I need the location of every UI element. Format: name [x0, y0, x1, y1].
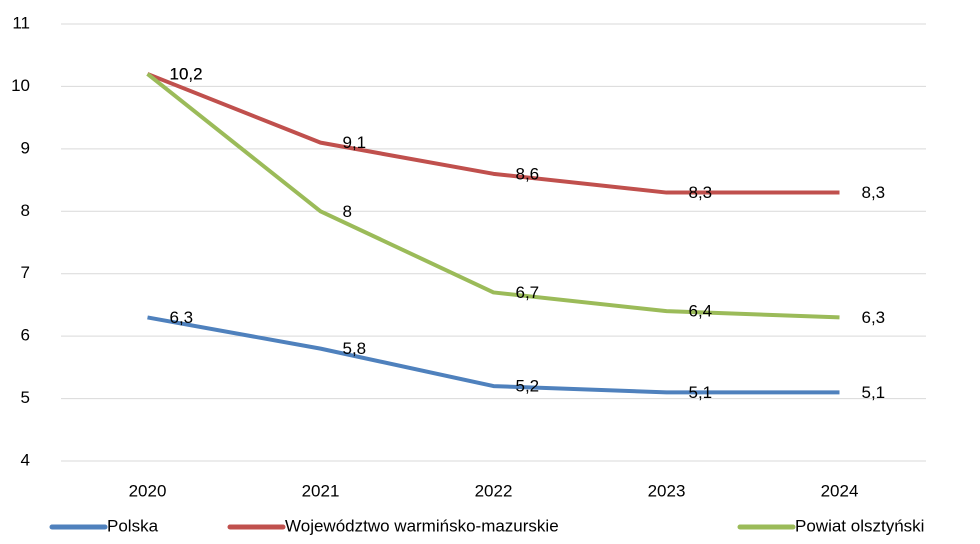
- data-label: 5,1: [689, 383, 713, 402]
- data-label: 10,2: [170, 64, 203, 83]
- legend-label: Powiat olsztyński: [795, 516, 924, 535]
- y-tick-label: 6: [21, 326, 30, 345]
- data-label: 8,6: [516, 164, 540, 183]
- y-tick-label: 5: [21, 388, 30, 407]
- legend-label: Polska: [107, 516, 159, 535]
- x-tick-label: 2022: [475, 481, 513, 500]
- data-label: 10,2: [170, 64, 203, 83]
- data-label: 8: [343, 202, 352, 221]
- x-tick-label: 2020: [129, 481, 167, 500]
- x-tick-label: 2021: [302, 481, 340, 500]
- y-tick-label: 7: [21, 263, 30, 282]
- data-label: 9,1: [343, 133, 367, 152]
- data-label: 8,3: [689, 183, 713, 202]
- series-line: [147, 315, 840, 395]
- x-tick-label: 2024: [821, 481, 859, 500]
- data-label: 6,3: [862, 308, 886, 327]
- legend-label: Województwo warmińsko-mazurskie: [285, 516, 559, 535]
- x-tick-label: 2023: [648, 481, 686, 500]
- y-tick-label: 9: [21, 138, 30, 157]
- data-label: 6,3: [170, 308, 194, 327]
- data-label: 5,8: [343, 339, 367, 358]
- data-label: 8,3: [862, 183, 886, 202]
- series-line: [146, 72, 840, 320]
- data-label: 6,4: [689, 302, 713, 321]
- series-line: [146, 72, 840, 195]
- y-tick-label: 11: [12, 13, 30, 32]
- data-label: 5,1: [862, 383, 886, 402]
- y-tick-label: 10: [11, 76, 30, 95]
- y-tick-label: 4: [21, 450, 30, 469]
- data-label: 6,7: [516, 283, 540, 302]
- data-label: 5,2: [516, 377, 540, 396]
- y-tick-label: 8: [21, 201, 30, 220]
